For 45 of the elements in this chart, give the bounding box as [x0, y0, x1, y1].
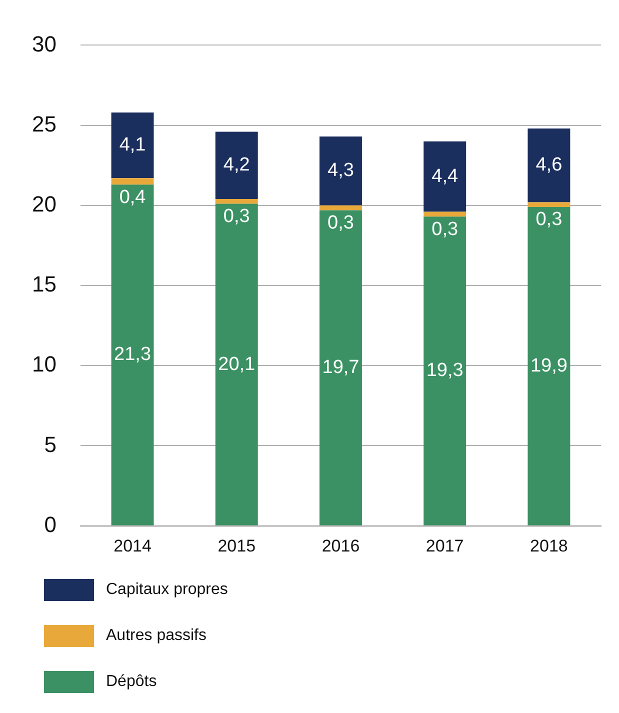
- x-tick-label: 2015: [218, 536, 256, 556]
- bar: [215, 132, 258, 199]
- y-tick-label: 0: [44, 512, 56, 537]
- bar: [424, 141, 466, 212]
- bar: [111, 184, 154, 526]
- data-label: 0,4: [119, 186, 146, 208]
- data-label: 4,1: [119, 134, 146, 156]
- bar: [424, 212, 466, 217]
- data-label: 20,1: [218, 354, 256, 375]
- x-tick-label: 2018: [530, 536, 568, 556]
- y-tick-label: 5: [44, 432, 56, 457]
- x-tick-label: 2017: [426, 536, 464, 556]
- y-tick-label: 10: [32, 352, 56, 377]
- bar: [528, 207, 570, 526]
- y-tick-label: 30: [32, 31, 56, 56]
- data-label: 0,3: [328, 212, 354, 234]
- data-label: 4,4: [432, 166, 458, 187]
- data-label: 0,3: [432, 218, 458, 240]
- y-tick-label: 20: [32, 191, 56, 216]
- bar: [424, 216, 466, 526]
- bar: [111, 178, 154, 185]
- bar: [111, 112, 154, 178]
- data-label: 19,3: [426, 360, 464, 382]
- data-label: 21,3: [114, 344, 152, 366]
- data-label: 19,9: [530, 355, 568, 376]
- bar: [320, 210, 362, 526]
- y-tick-label: 25: [32, 111, 56, 136]
- x-tick-label: 2014: [114, 536, 152, 556]
- legend-label: Dépôts: [106, 673, 157, 691]
- data-label: 4,3: [328, 160, 354, 182]
- data-label: 0,3: [223, 206, 250, 228]
- data-label: 4,2: [223, 154, 250, 176]
- bar: [215, 198, 258, 204]
- bar: [215, 204, 258, 526]
- bar: [320, 136, 362, 206]
- data-label: 19,7: [322, 356, 360, 378]
- legend-label: Capitaux propres: [106, 581, 228, 599]
- data-label: 0,3: [536, 209, 562, 230]
- bar: [528, 128, 570, 202]
- legend-label: Autres passifs: [106, 627, 206, 645]
- y-tick-label: 15: [32, 272, 56, 297]
- x-tick-label: 2016: [322, 536, 360, 556]
- data-label: 4,6: [536, 154, 562, 176]
- bar: [528, 202, 570, 207]
- bar: [320, 205, 362, 210]
